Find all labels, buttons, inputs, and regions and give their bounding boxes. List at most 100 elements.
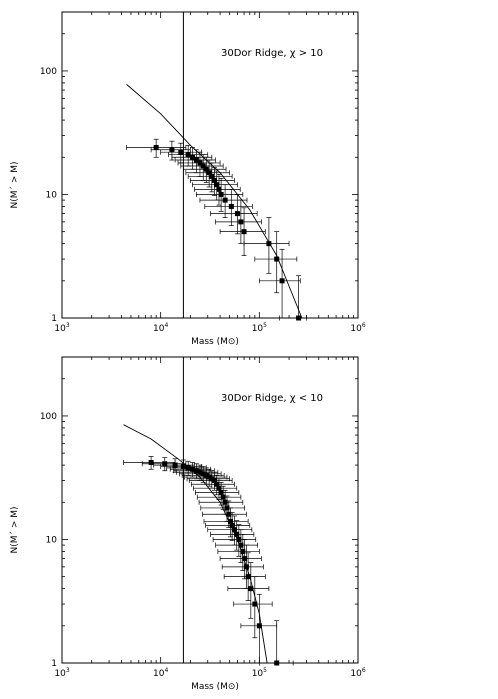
data-point: [153, 145, 159, 151]
data-point: [218, 490, 224, 496]
plot-frame: [61, 356, 359, 664]
x-tick-label: 103: [54, 667, 69, 679]
y-axis-title: N(M´ > M): [9, 161, 20, 208]
data-point: [203, 472, 209, 478]
x-tick-label: 104: [153, 667, 168, 679]
data-point: [185, 465, 191, 471]
data-point: [211, 478, 217, 484]
y-tick-label: 100: [40, 67, 57, 77]
data-point: [211, 177, 217, 183]
data-point: [238, 219, 244, 225]
data-point: [185, 152, 191, 158]
data-point: [274, 256, 280, 262]
data-point: [248, 586, 254, 592]
data-point: [148, 459, 154, 465]
panel-annotation: 30Dor Ridge, χ > 10: [221, 48, 323, 59]
data-point: [236, 536, 242, 542]
data-point: [245, 574, 251, 580]
x-tick-label-base: 10: [153, 669, 165, 679]
data-point: [218, 191, 224, 197]
x-axis-title: Mass (M⊙): [191, 337, 239, 347]
data-point: [180, 463, 186, 469]
y-tick-label: 10: [46, 190, 58, 200]
x-tick-label-base: 10: [54, 324, 66, 334]
x-tick-label-base: 10: [252, 324, 264, 334]
data-point: [222, 499, 228, 505]
y-axis-title: N(M´ > M): [9, 506, 20, 553]
x-tick-label-base: 10: [54, 669, 66, 679]
x-tick-label-base: 10: [350, 324, 362, 334]
x-tick-label-exponent: 6: [362, 322, 366, 329]
x-tick-label-base: 10: [252, 669, 264, 679]
data-point: [197, 469, 203, 475]
data-point: [178, 149, 184, 155]
data-point: [231, 527, 237, 533]
data-point: [200, 471, 206, 477]
data-point: [220, 494, 226, 500]
plot-frame: [61, 11, 359, 319]
x-tick-label-exponent: 3: [66, 322, 70, 329]
data-point: [229, 522, 235, 528]
data-point: [227, 518, 233, 524]
data-point: [243, 564, 249, 570]
x-tick-label: 105: [252, 667, 267, 679]
x-tick-label-exponent: 4: [164, 322, 168, 329]
data-point: [296, 315, 302, 321]
data-point: [226, 511, 232, 517]
x-tick-label: 104: [153, 322, 168, 334]
data-point: [216, 186, 222, 192]
data-point: [238, 542, 244, 548]
x-tick-label: 106: [350, 322, 365, 334]
data-point: [193, 468, 199, 474]
data-point: [216, 485, 222, 491]
data-point: [241, 229, 247, 235]
data-point: [206, 474, 212, 480]
data-point: [234, 211, 240, 217]
data-point: [214, 182, 220, 188]
y-tick-label: 10: [46, 535, 58, 545]
x-tick-label-exponent: 4: [164, 667, 168, 674]
data-point: [256, 623, 262, 629]
data-point: [222, 197, 228, 203]
panel-annotation: 30Dor Ridge, χ < 10: [221, 393, 323, 404]
x-tick-label-exponent: 3: [66, 667, 70, 674]
x-tick-label-base: 10: [153, 324, 165, 334]
fit-line: [123, 424, 268, 664]
data-point: [203, 166, 209, 172]
data-point: [162, 461, 168, 467]
data-point: [242, 556, 248, 562]
x-axis-title: Mass (M⊙): [191, 682, 239, 692]
fit-line: [126, 83, 303, 319]
data-point: [206, 170, 212, 176]
data-point: [279, 278, 285, 284]
y-tick-label: 1: [51, 659, 57, 669]
y-tick-label: 100: [40, 412, 57, 422]
x-tick-label: 103: [54, 322, 69, 334]
y-tick-label: 1: [51, 314, 57, 324]
data-point: [274, 660, 280, 666]
data-point: [234, 531, 240, 537]
data-point: [189, 154, 195, 160]
data-point: [189, 466, 195, 472]
data-point: [193, 157, 199, 163]
data-point: [240, 548, 246, 554]
x-tick-label-exponent: 5: [263, 322, 267, 329]
data-point: [252, 601, 258, 607]
data-point: [209, 476, 215, 482]
data-point: [197, 160, 203, 166]
data-point: [200, 163, 206, 169]
x-tick-label: 105: [252, 322, 267, 334]
data-point: [224, 505, 230, 511]
x-tick-label-exponent: 6: [362, 667, 366, 674]
x-tick-label-exponent: 5: [263, 667, 267, 674]
data-point: [228, 203, 234, 209]
data-point: [172, 462, 178, 468]
x-tick-label-base: 10: [350, 669, 362, 679]
data-point: [169, 147, 175, 153]
data-point: [214, 481, 220, 487]
data-point: [266, 241, 272, 247]
